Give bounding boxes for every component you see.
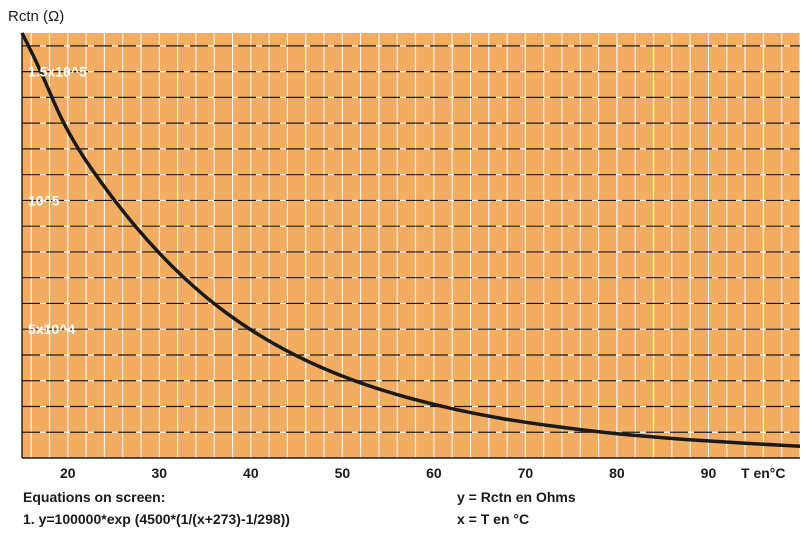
y-tick-label: 5x10^4 <box>28 321 75 337</box>
plot-area <box>22 33 800 458</box>
series-curve <box>20 32 801 448</box>
y-tick-label: 10^5 <box>28 192 60 208</box>
equations-header: Equations on screen: <box>23 489 166 505</box>
x-tick-label: 80 <box>609 465 625 481</box>
x-tick-label: 90 <box>701 465 717 481</box>
y-definition: y = Rctn en Ohms <box>457 489 576 505</box>
x-tick-label: 50 <box>335 465 351 481</box>
x-tick-label: 20 <box>60 465 76 481</box>
x-tick-label: 30 <box>152 465 168 481</box>
x-tick-label: 40 <box>243 465 259 481</box>
x-tick-label: 70 <box>518 465 534 481</box>
y-axis-label: Rctn (Ω) <box>8 8 64 25</box>
x-tick-labels: 20 30 40 50 60 70 80 90 <box>60 465 716 481</box>
x-definition: x = T en °C <box>457 511 530 527</box>
equation-1: 1. y=100000*exp (4500*(1/(x+273)-1/298)) <box>23 511 290 527</box>
x-axis-label: T en°C <box>741 465 786 481</box>
grid <box>21 33 801 459</box>
x-tick-label: 60 <box>426 465 442 481</box>
y-tick-labels: 1.5x10^5 10^5 5x10^4 <box>28 64 87 338</box>
y-tick-label: 1.5x10^5 <box>28 64 87 80</box>
